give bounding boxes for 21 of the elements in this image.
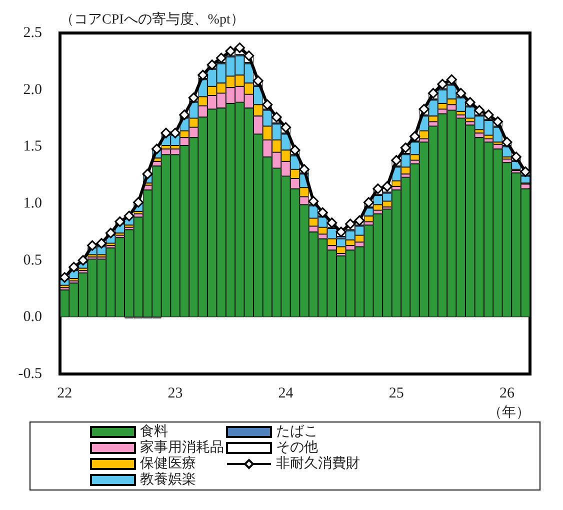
x-tick-label: 26: [499, 386, 515, 402]
y-axis-title: （コアCPIへの寄与度、%pt）: [60, 12, 244, 28]
y-tick-label: 2.0: [23, 82, 42, 98]
legend-label: 保健医療: [140, 456, 196, 472]
x-tick-label: 23: [168, 386, 183, 402]
x-axis-title: （年）: [488, 404, 530, 420]
y-tick-label: 1.5: [23, 138, 42, 155]
y-tick-label: -0.5: [18, 366, 42, 382]
x-tick-label: 24: [278, 386, 294, 402]
x-tick-label: 25: [388, 386, 404, 402]
legend-label: その他: [276, 440, 318, 456]
legend-label: 食料: [140, 424, 168, 440]
y-tick-label: 0.0: [23, 309, 42, 326]
x-tick-label: 22: [57, 386, 72, 402]
legend-label: 教養娯楽: [140, 472, 196, 488]
y-tick-label: 0.5: [23, 252, 42, 268]
legend-label: 家事用消耗品: [140, 440, 224, 456]
y-tick-label: 2.5: [23, 25, 42, 41]
legend-label: 非耐久消費財: [276, 456, 360, 472]
legend-label: たばこ: [276, 424, 318, 440]
y-tick-label: 1.0: [23, 196, 42, 212]
